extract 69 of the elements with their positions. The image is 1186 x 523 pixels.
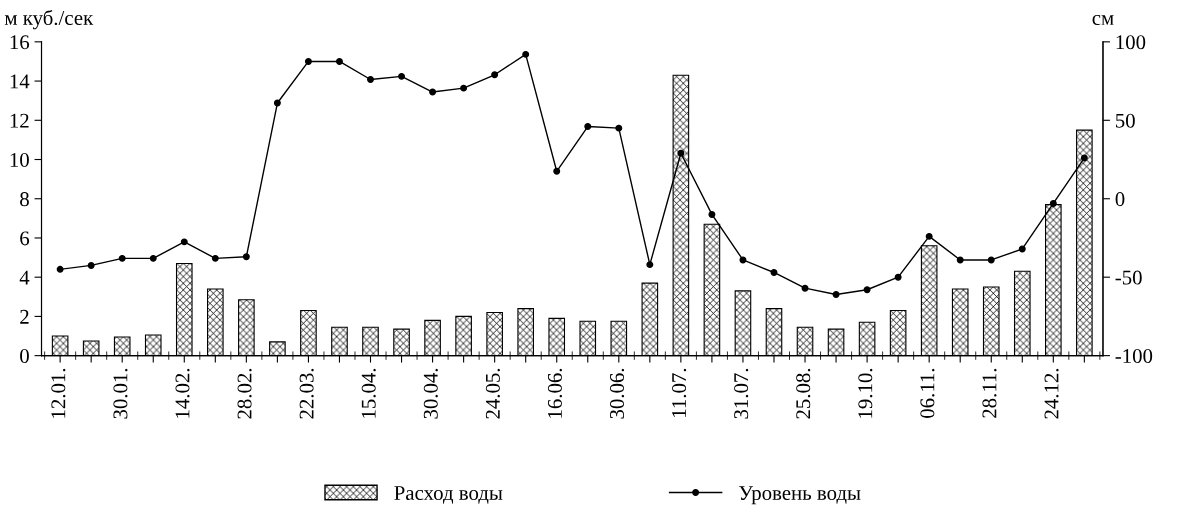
x-tick-label: 30.06. xyxy=(609,368,625,419)
point xyxy=(584,123,592,131)
point xyxy=(615,124,623,132)
point xyxy=(863,286,871,294)
y2-axis-title: см xyxy=(1092,15,1114,26)
point xyxy=(894,273,902,281)
point xyxy=(491,71,499,79)
legend-label: Расход воды xyxy=(394,486,503,504)
x-tick-label: 16.06. xyxy=(547,368,563,418)
y-axis-title: м куб./сек xyxy=(4,9,94,30)
y2-tick-label: 50 xyxy=(1116,113,1135,128)
point xyxy=(832,290,840,298)
x-tick-label: 30.01. xyxy=(113,368,128,419)
y2-tick-label: -100 xyxy=(1115,349,1153,364)
point xyxy=(770,269,778,276)
y2-tick-label: 100 xyxy=(1116,35,1146,50)
x-tick-label: 31.07. xyxy=(734,368,749,419)
x-tick-label: 06.11. xyxy=(920,368,935,418)
y-tick-label: 16 xyxy=(10,35,30,50)
x-tick-label: 14.02. xyxy=(175,368,190,418)
point xyxy=(1049,199,1057,207)
point xyxy=(242,253,250,261)
point xyxy=(56,265,64,273)
point xyxy=(367,76,374,83)
y-tick-label: 10 xyxy=(10,152,29,167)
point xyxy=(149,254,157,262)
x-tick-label: 11.07. xyxy=(672,368,687,417)
y-tick-label: 14 xyxy=(10,74,30,89)
x-tick-label: 24.12. xyxy=(1044,368,1059,419)
point xyxy=(118,254,126,262)
legend-label: Уровень воды xyxy=(738,486,861,505)
point xyxy=(739,256,747,264)
point xyxy=(956,256,964,264)
y2-tick-label: 0 xyxy=(1115,192,1125,207)
point xyxy=(522,50,530,58)
x-tick-label: 15.04. xyxy=(361,368,376,418)
y2-tick-label: -50 xyxy=(1115,270,1142,285)
x-tick-label: 19.10. xyxy=(858,368,873,418)
x-tick-label: 30.04. xyxy=(423,368,438,419)
y-tick-label: 4 xyxy=(19,270,30,285)
point xyxy=(180,238,188,246)
x-tick-label: 25.08. xyxy=(796,368,811,419)
x-tick-label: 12.01. xyxy=(51,368,66,418)
y-tick-label: 0 xyxy=(20,349,29,364)
x-tick-label: 28.02. xyxy=(237,368,252,419)
y-tick-label: 6 xyxy=(20,231,30,246)
point xyxy=(646,261,654,269)
point xyxy=(273,99,281,107)
point xyxy=(211,254,219,262)
x-tick-label: 28.11. xyxy=(982,368,997,418)
point xyxy=(708,210,716,218)
y-tick-label: 8 xyxy=(20,192,29,207)
point xyxy=(87,261,95,269)
y-tick-label: 12 xyxy=(10,113,29,128)
point xyxy=(801,284,809,292)
point xyxy=(987,256,995,264)
point xyxy=(304,57,312,65)
point xyxy=(1080,154,1088,162)
point xyxy=(553,167,561,175)
point xyxy=(460,84,468,92)
x-tick-label: 22.03. xyxy=(299,368,314,419)
point xyxy=(677,149,685,157)
point xyxy=(335,57,343,65)
point xyxy=(429,88,437,96)
point xyxy=(1018,245,1026,253)
point xyxy=(925,232,933,240)
point xyxy=(398,72,406,80)
y-tick-label: 2 xyxy=(20,309,29,324)
x-tick-label: 24.05. xyxy=(485,368,500,419)
